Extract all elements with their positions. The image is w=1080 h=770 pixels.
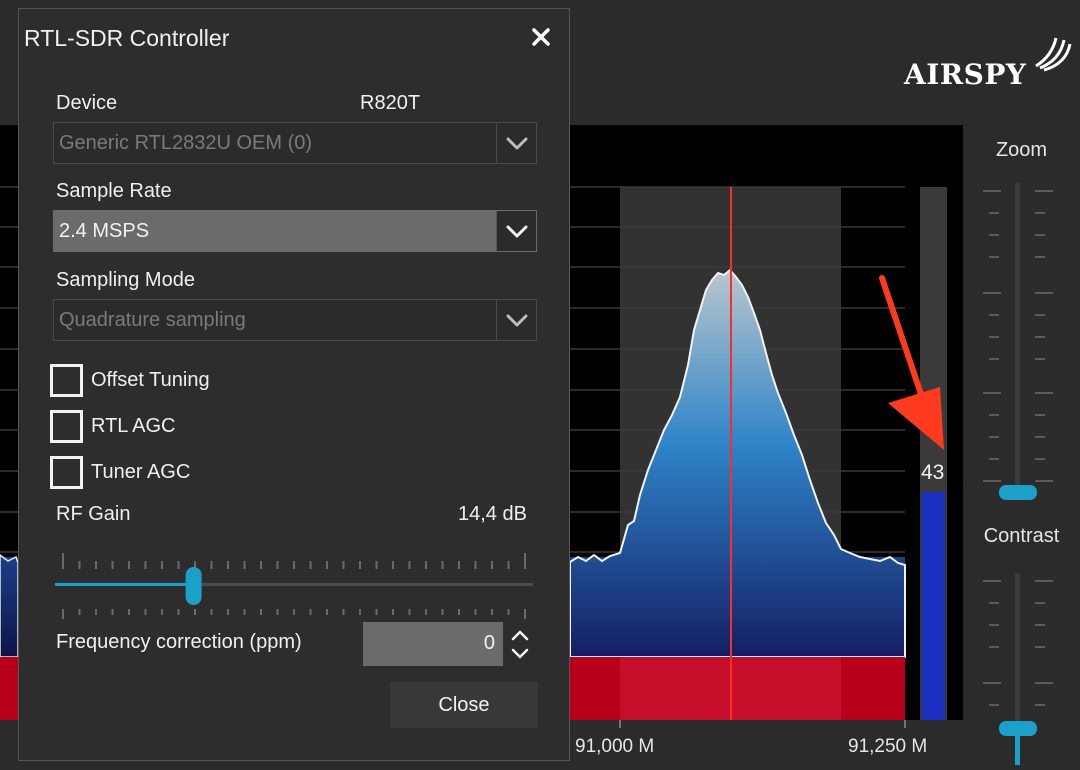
tuner-name: R820T: [360, 92, 421, 114]
rf-gain-slider[interactable]: [55, 549, 535, 621]
zoom-slider[interactable]: [963, 175, 1080, 515]
device-select[interactable]: Generic RTL2832U OEM (0): [53, 122, 537, 164]
annotation-arrow-icon: [879, 275, 944, 450]
axis-label-91250: 91,250 M: [848, 736, 928, 757]
level-meter-fill: [922, 492, 945, 720]
sampling-mode-dropdown[interactable]: [496, 300, 536, 340]
wifi-waves-icon: [1035, 37, 1072, 72]
contrast-slider-handle: [999, 721, 1037, 736]
offset-tuning-checkbox[interactable]: [50, 364, 83, 397]
sample-rate-dropdown[interactable]: [496, 211, 536, 251]
dialog-close-button[interactable]: [523, 19, 559, 55]
level-meter-value: 43: [921, 461, 945, 484]
chevron-down-icon: [506, 225, 528, 238]
airspy-logo: AIRSPY: [904, 34, 1072, 96]
device-label: Device: [56, 92, 118, 114]
sampling-mode-select[interactable]: Quadrature sampling: [53, 299, 537, 341]
chevron-down-icon: [506, 137, 528, 150]
sample-rate-value: 2.4 MSPS: [59, 220, 150, 242]
rtl-agc-label: RTL AGC: [91, 415, 176, 437]
rtl-agc-checkbox[interactable]: [50, 410, 83, 443]
device-select-value: Generic RTL2832U OEM (0): [59, 132, 313, 154]
spin-arrows[interactable]: [503, 622, 537, 666]
sample-rate-select[interactable]: 2.4 MSPS: [53, 210, 537, 252]
close-icon: [532, 28, 550, 46]
chevron-down-icon: [506, 314, 528, 327]
tuner-agc-checkbox[interactable]: [50, 456, 83, 489]
chevron-down-icon: [511, 648, 529, 659]
frequency-correction-spinbox[interactable]: 0: [363, 622, 537, 666]
right-panel: Zoom Contrast: [963, 125, 1080, 770]
contrast-label: Contrast: [983, 525, 1060, 547]
sampling-mode-value: Quadrature sampling: [59, 309, 246, 331]
frequency-correction-value: 0: [483, 632, 495, 654]
rf-gain-value: 14,4 dB: [458, 503, 527, 525]
contrast-slider[interactable]: [963, 565, 1080, 765]
axis-ticks: [619, 720, 906, 728]
logo-text: AIRSPY: [904, 58, 1027, 91]
signal-trace: [569, 268, 906, 658]
rf-gain-slider-track: [55, 553, 533, 619]
axis-label-91000: 91,000 M: [575, 736, 655, 757]
close-button[interactable]: Close: [390, 682, 538, 728]
tuner-agc-label: Tuner AGC: [91, 461, 191, 483]
sample-rate-label: Sample Rate: [56, 180, 172, 202]
chevron-up-icon: [511, 630, 529, 641]
device-select-dropdown[interactable]: [496, 123, 536, 163]
zoom-slider-handle: [999, 485, 1037, 500]
sampling-mode-label: Sampling Mode: [56, 269, 195, 291]
rf-gain-label: RF Gain: [56, 503, 131, 525]
dialog-title: RTL-SDR Controller: [24, 25, 230, 51]
zoom-label: Zoom: [995, 139, 1048, 161]
rf-gain-slider-handle: [185, 567, 202, 605]
rtl-sdr-controller-dialog: RTL-SDR Controller Device R820T Generic …: [18, 8, 570, 761]
frequency-correction-label: Frequency correction (ppm): [56, 631, 302, 653]
offset-tuning-label: Offset Tuning: [91, 369, 210, 391]
